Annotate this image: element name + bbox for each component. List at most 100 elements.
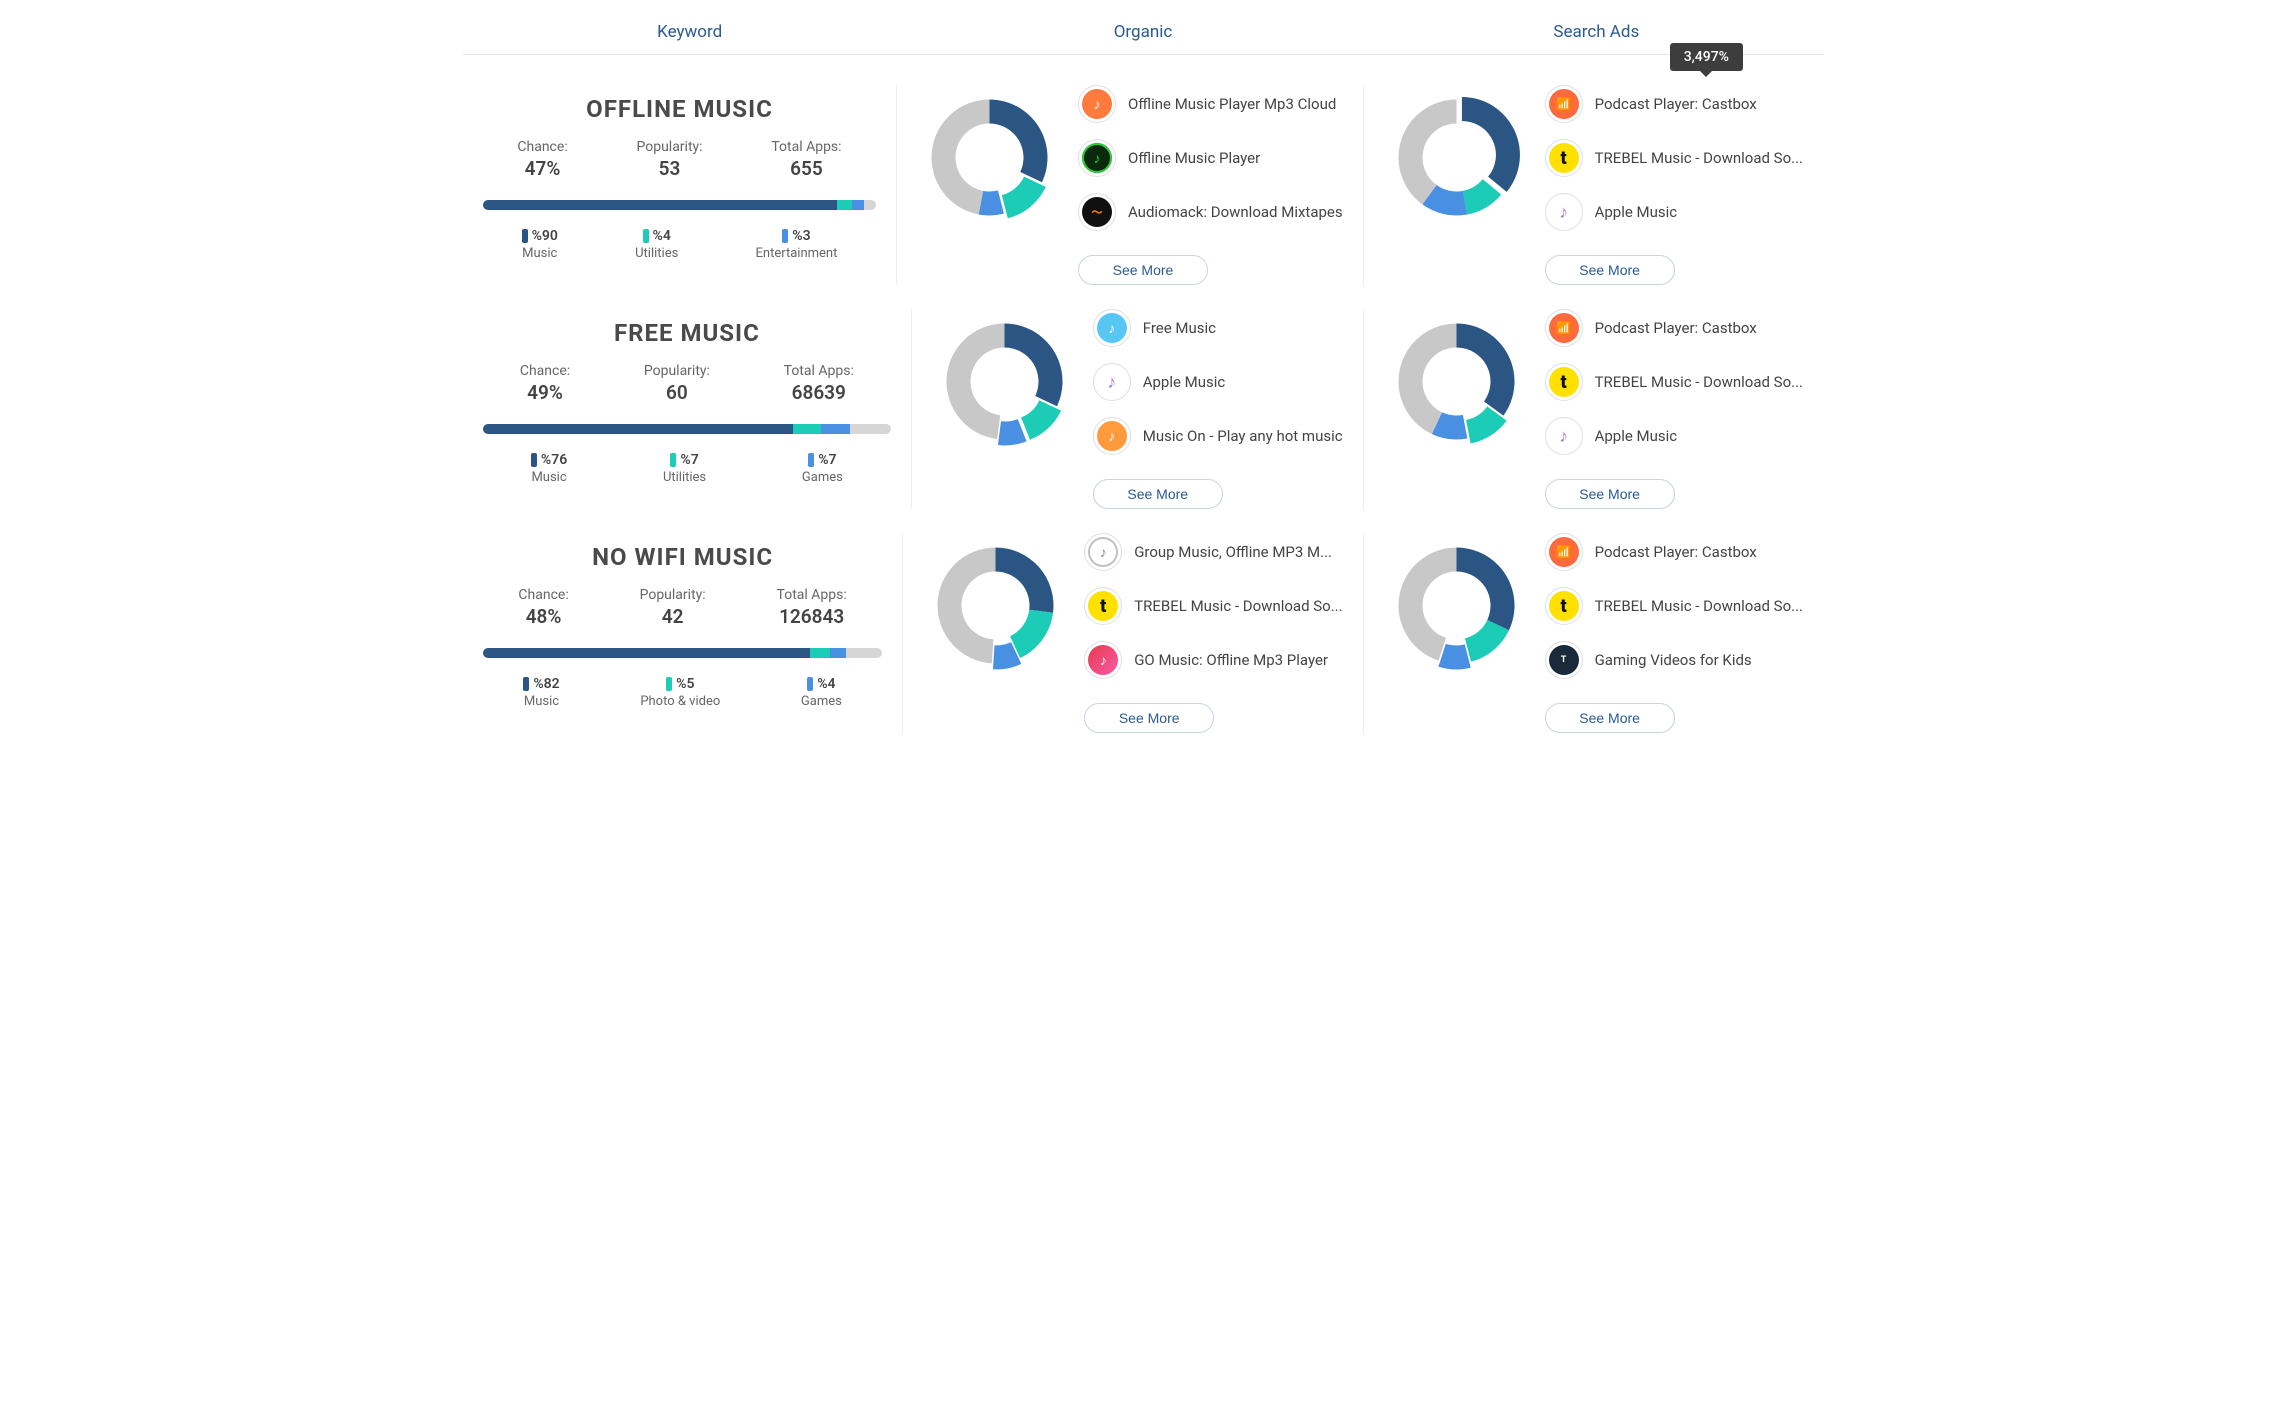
- stat-label: Total Apps:: [771, 139, 841, 155]
- app-row[interactable]: tTREBEL Music - Download So...: [1545, 587, 1803, 625]
- legend-pct: %4: [653, 228, 671, 244]
- stat-chance: Chance:47%: [517, 139, 567, 180]
- app-row[interactable]: ♪Apple Music: [1545, 193, 1803, 231]
- ads-apps-list: 📶Podcast Player: Castbox tTREBEL Music - …: [1545, 533, 1803, 733]
- legend-item: %3Entertainment: [756, 228, 838, 261]
- app-name: Gaming Videos for Kids: [1595, 651, 1752, 669]
- stat-popularity: Popularity:53: [636, 139, 702, 180]
- app-row[interactable]: ♪GO Music: Offline Mp3 Player: [1084, 641, 1342, 679]
- legend-category-name: Photo & video: [640, 694, 720, 709]
- see-more-button[interactable]: See More: [1078, 255, 1208, 285]
- keyword-title: FREE MUSIC: [483, 319, 891, 347]
- app-row[interactable]: ♪Apple Music: [1545, 417, 1803, 455]
- app-icon: t: [1084, 587, 1122, 625]
- legend-swatch: [523, 677, 529, 691]
- app-row[interactable]: t TREBEL Music - Download So...: [1545, 139, 1803, 177]
- app-row[interactable]: 📶Podcast Player: Castbox: [1545, 85, 1803, 123]
- category-bar: [483, 648, 882, 658]
- legend-category-name: Entertainment: [756, 246, 838, 261]
- legend-swatch: [670, 453, 676, 467]
- app-icon: 〜: [1078, 193, 1116, 231]
- app-row[interactable]: 〜Audiomack: Download Mixtapes: [1078, 193, 1343, 231]
- app-name: Free Music: [1143, 319, 1216, 337]
- app-row[interactable]: 📶Podcast Player: Castbox: [1545, 309, 1803, 347]
- ads-cell: 📶Podcast Player: Castbox tTREBEL Music - …: [1363, 533, 1823, 733]
- keyword-cell: FREE MUSICChance:49%Popularity:60Total A…: [463, 309, 911, 509]
- legend-item: %5Photo & video: [640, 676, 720, 709]
- legend-item: %76Music: [531, 452, 567, 485]
- app-row[interactable]: ♪Offline Music Player: [1078, 139, 1343, 177]
- see-more-button[interactable]: See More: [1545, 703, 1675, 733]
- stat-label: Total Apps:: [777, 587, 847, 603]
- donut-wrap: [917, 85, 1062, 230]
- legend-pct: %90: [532, 228, 558, 244]
- app-row[interactable]: ♪Free Music: [1093, 309, 1343, 347]
- keyword-stats: Chance:48%Popularity:42Total Apps:126843: [483, 587, 882, 628]
- category-legend: %82Music%5Photo & video%4Games: [483, 676, 882, 709]
- bar-segment: [821, 424, 850, 434]
- donut-wrap: [1384, 533, 1529, 678]
- tab-search-ads[interactable]: Search Ads: [1370, 10, 1823, 54]
- ads-apps-list: 📶Podcast Player: Castbox tTREBEL Music - …: [1545, 309, 1803, 509]
- app-icon: ♪: [1084, 641, 1122, 679]
- keyword-cell: NO WIFI MUSICChance:48%Popularity:42Tota…: [463, 533, 902, 733]
- bar-segment: [483, 200, 837, 210]
- legend-item: %7Utilities: [663, 452, 706, 485]
- keyword-cell: OFFLINE MUSIC Chance:47% Popularity:53 Tota…: [463, 85, 896, 285]
- app-icon: 📶: [1545, 309, 1583, 347]
- stat-label: Popularity:: [640, 587, 706, 603]
- stat-label: Chance:: [520, 363, 570, 379]
- see-more-button[interactable]: See More: [1084, 703, 1214, 733]
- legend-pct: %4: [817, 676, 835, 692]
- app-icon: ♪: [1545, 417, 1583, 455]
- app-row[interactable]: T Gaming Videos for Kids: [1545, 641, 1803, 679]
- tab-keyword[interactable]: Keyword: [463, 10, 916, 54]
- tab-organic[interactable]: Organic: [916, 10, 1369, 54]
- legend-item: %90 Music: [522, 228, 558, 261]
- donut-wrap: [1384, 85, 1529, 230]
- app-name: Apple Music: [1143, 373, 1226, 391]
- stat-label: Popularity:: [644, 363, 710, 379]
- stat-value: 53: [636, 157, 702, 180]
- keyword-row: FREE MUSICChance:49%Popularity:60Total A…: [463, 309, 1823, 509]
- stat-value: 49%: [520, 381, 570, 404]
- app-icon: ♪: [1084, 533, 1122, 571]
- legend-category-name: Games: [802, 470, 843, 485]
- app-row[interactable]: 📶Podcast Player: Castbox: [1545, 533, 1803, 571]
- donut-chart: [917, 85, 1062, 230]
- app-name: Apple Music: [1595, 203, 1678, 221]
- see-more-button[interactable]: See More: [1545, 255, 1675, 285]
- app-icon: T: [1545, 641, 1583, 679]
- legend-category-name: Music: [522, 246, 558, 261]
- see-more-button[interactable]: See More: [1093, 479, 1223, 509]
- app-icon: t: [1545, 139, 1583, 177]
- dashboard-container: Keyword Organic Search Ads OFFLINE MUSIC…: [443, 10, 1843, 733]
- stat-label: Chance:: [517, 139, 567, 155]
- stat-label: Chance:: [518, 587, 568, 603]
- keyword-stats: Chance:47%Popularity:53Total Apps:655: [483, 139, 876, 180]
- donut-chart: [1384, 309, 1529, 454]
- stat-label: Total Apps:: [784, 363, 854, 379]
- app-row[interactable]: ♪Offline Music Player Mp3 Cloud: [1078, 85, 1343, 123]
- donut-chart: [1384, 85, 1529, 230]
- app-row[interactable]: ♪Apple Music: [1093, 363, 1343, 401]
- app-row[interactable]: ♪Music On - Play any hot music: [1093, 417, 1343, 455]
- category-legend: %76Music %7Utilities%7 Games: [483, 452, 891, 485]
- keyword-title: OFFLINE MUSIC: [483, 95, 876, 123]
- bar-segment: [483, 424, 793, 434]
- donut-wrap: [932, 309, 1077, 454]
- tab-bar: Keyword Organic Search Ads: [463, 10, 1823, 55]
- app-icon: t: [1545, 363, 1583, 401]
- legend-pct: %7: [680, 452, 698, 468]
- app-row[interactable]: ♪Group Music, Offline MP3 M...: [1084, 533, 1342, 571]
- see-more-button[interactable]: See More: [1545, 479, 1675, 509]
- app-row[interactable]: tTREBEL Music - Download So...: [1545, 363, 1803, 401]
- app-row[interactable]: tTREBEL Music - Download So...: [1084, 587, 1342, 625]
- app-icon: ♪: [1078, 85, 1116, 123]
- app-icon: 📶: [1545, 85, 1583, 123]
- bar-segment: [810, 648, 830, 658]
- legend-item: %82Music: [523, 676, 559, 709]
- app-name: TREBEL Music - Download So...: [1595, 149, 1803, 167]
- bar-segment-remainder: [850, 424, 891, 434]
- app-icon: 📶: [1545, 533, 1583, 571]
